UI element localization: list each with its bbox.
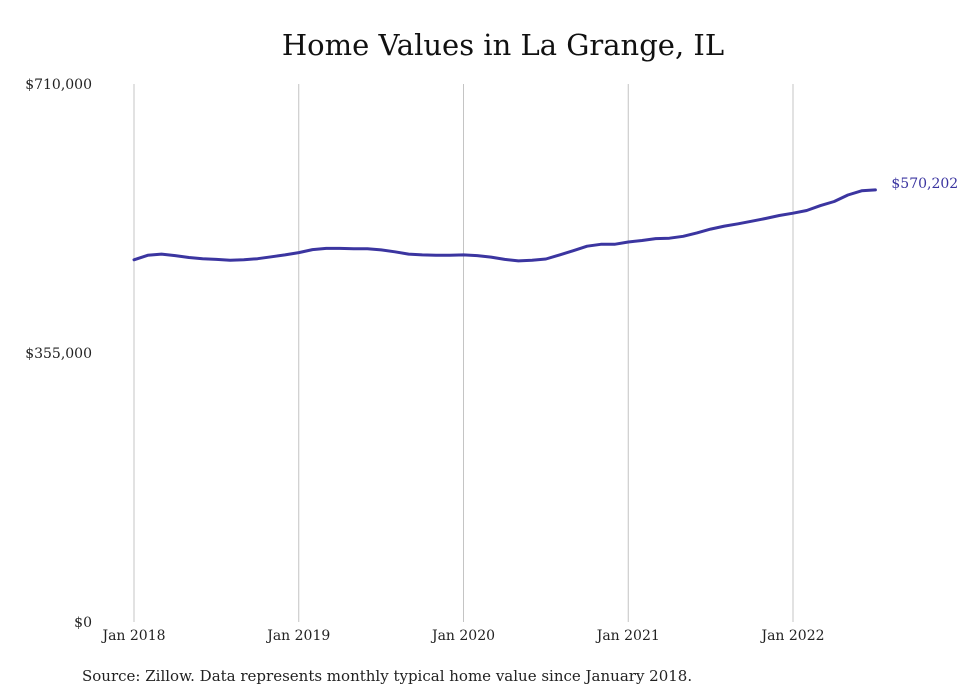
source-note: Source: Zillow. Data represents monthly … — [82, 667, 693, 685]
x-tick-label: Jan 2021 — [595, 628, 660, 644]
y-tick-label: $355,000 — [25, 346, 92, 362]
series-line — [132, 188, 877, 263]
y-tick-label: $710,000 — [25, 77, 92, 93]
annotation-group: $570,202 — [891, 176, 958, 192]
x-tick-label: Jan 2018 — [100, 628, 165, 644]
chart-title: Home Values in La Grange, IL — [281, 28, 725, 62]
y-axis-ticks: $0 $355,000 $710,000 — [25, 77, 92, 631]
series-group — [132, 188, 877, 263]
x-tick-label: Jan 2020 — [430, 628, 495, 644]
end-value-label: $570,202 — [891, 176, 958, 192]
x-tick-label: Jan 2022 — [759, 628, 824, 644]
x-axis-ticks: Jan 2018 Jan 2019 Jan 2020 Jan 2021 Jan 2022 — [100, 628, 824, 644]
y-tick-label: $0 — [74, 615, 92, 631]
gridlines — [133, 84, 794, 622]
x-tick-label: Jan 2019 — [265, 628, 330, 644]
